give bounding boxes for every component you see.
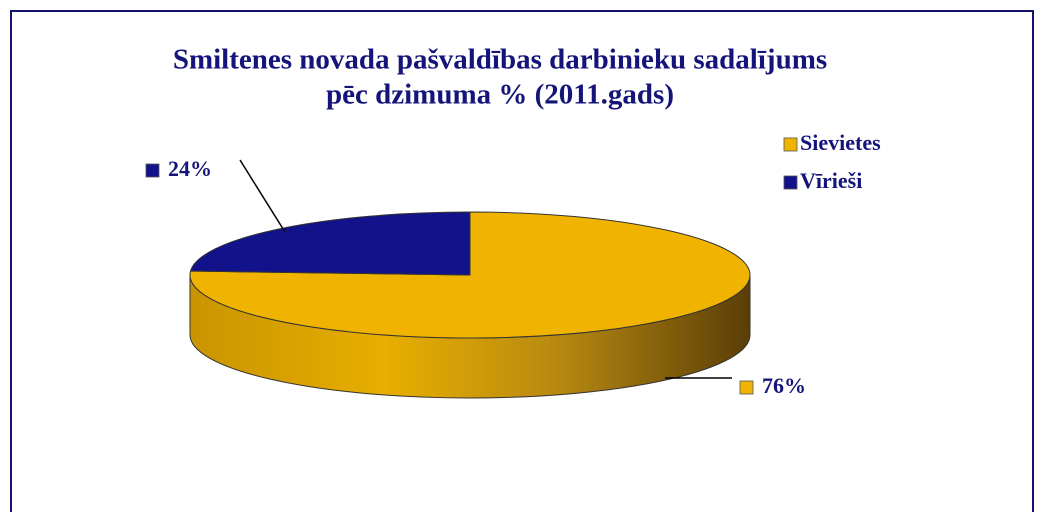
frame [10,10,1034,512]
leader-line [239,159,286,233]
chart-title: Smiltenes novada pašvaldības darbinieku … [173,44,827,76]
legend-key [783,175,798,190]
label-key [145,163,160,178]
data-label: 24% [168,156,212,181]
chart-title: pēc dzimuma % (2011.gads) [326,79,674,111]
legend-label: Sievietes [800,130,881,155]
slice [189,211,751,339]
data-label: 76% [762,373,806,398]
legend-key [783,137,798,152]
label-key [739,380,754,395]
legend-label: Vīrieši [800,168,862,193]
slice [189,211,471,276]
